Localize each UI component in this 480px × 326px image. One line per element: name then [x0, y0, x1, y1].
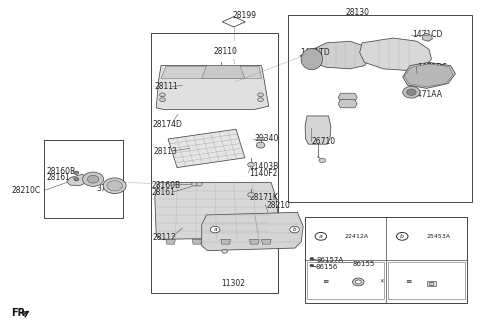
Circle shape — [159, 98, 165, 102]
Circle shape — [196, 182, 202, 186]
Polygon shape — [257, 137, 264, 140]
Polygon shape — [222, 17, 245, 27]
Polygon shape — [202, 66, 245, 79]
Text: ≡: ≡ — [406, 277, 412, 287]
Text: 28111: 28111 — [155, 82, 179, 91]
Text: 86155: 86155 — [352, 260, 375, 267]
Text: 1140F2: 1140F2 — [250, 169, 278, 178]
Polygon shape — [168, 129, 245, 168]
Circle shape — [403, 86, 420, 98]
Circle shape — [290, 226, 300, 233]
Text: a: a — [214, 227, 217, 232]
Bar — [307, 262, 384, 299]
Bar — [288, 15, 472, 202]
Polygon shape — [300, 41, 372, 69]
Circle shape — [74, 171, 79, 174]
Circle shape — [248, 193, 254, 197]
Text: 3750V: 3750V — [96, 185, 121, 193]
Text: 28161: 28161 — [152, 188, 176, 197]
Text: 28112: 28112 — [153, 233, 177, 242]
Text: 28130: 28130 — [345, 7, 369, 17]
Text: 1471TD: 1471TD — [300, 48, 330, 57]
Text: 1471AA: 1471AA — [412, 90, 442, 99]
Polygon shape — [161, 67, 262, 79]
Bar — [305, 216, 468, 303]
Circle shape — [258, 93, 264, 97]
Circle shape — [248, 162, 254, 167]
Text: ≡: ≡ — [322, 277, 329, 287]
Text: 25453A: 25453A — [426, 234, 450, 239]
Polygon shape — [305, 116, 331, 144]
Circle shape — [407, 89, 416, 96]
Polygon shape — [221, 239, 230, 244]
Text: 11403B: 11403B — [250, 162, 279, 171]
Polygon shape — [403, 62, 456, 88]
Circle shape — [222, 249, 228, 253]
Text: 28210: 28210 — [266, 201, 290, 210]
Circle shape — [258, 98, 264, 102]
Text: b: b — [293, 227, 296, 232]
Circle shape — [103, 178, 126, 194]
Circle shape — [192, 182, 197, 186]
Circle shape — [87, 175, 99, 183]
Circle shape — [310, 258, 314, 260]
Text: 28110: 28110 — [214, 47, 238, 55]
Polygon shape — [156, 66, 269, 110]
Bar — [427, 281, 436, 286]
Text: a: a — [319, 234, 323, 239]
Text: 86157A: 86157A — [317, 258, 344, 263]
Bar — [152, 33, 278, 293]
Polygon shape — [422, 33, 432, 41]
Text: 1471CD: 1471CD — [412, 30, 443, 39]
Circle shape — [107, 181, 122, 191]
Circle shape — [159, 93, 165, 97]
Text: 22412A: 22412A — [345, 234, 369, 239]
Text: 28210C: 28210C — [11, 186, 40, 195]
Text: 28161: 28161 — [46, 173, 70, 182]
Text: 28160B: 28160B — [46, 167, 75, 176]
Bar — [44, 140, 123, 218]
Text: FR: FR — [11, 308, 25, 318]
Text: 28113: 28113 — [154, 147, 178, 156]
Circle shape — [210, 226, 220, 233]
Text: 28199: 28199 — [233, 11, 257, 20]
Polygon shape — [67, 174, 88, 186]
Text: 28174D: 28174D — [153, 120, 183, 128]
Text: ⊡: ⊡ — [429, 282, 434, 287]
Polygon shape — [192, 239, 202, 244]
Polygon shape — [338, 93, 357, 101]
Circle shape — [256, 142, 265, 148]
Circle shape — [356, 280, 361, 284]
Text: 1471DS: 1471DS — [417, 63, 447, 72]
Bar — [388, 262, 465, 299]
Circle shape — [310, 264, 314, 267]
Text: 86156: 86156 — [315, 264, 337, 270]
Polygon shape — [166, 239, 175, 244]
Text: 28171K: 28171K — [250, 193, 278, 201]
Text: b: b — [400, 234, 404, 239]
Polygon shape — [250, 239, 259, 244]
Text: 11302: 11302 — [221, 279, 245, 288]
Polygon shape — [262, 239, 271, 244]
Circle shape — [353, 278, 364, 286]
Circle shape — [315, 232, 326, 240]
Ellipse shape — [301, 49, 323, 70]
Text: ✕: ✕ — [380, 279, 384, 285]
Text: 28160B: 28160B — [152, 181, 181, 190]
Circle shape — [319, 158, 325, 163]
Polygon shape — [404, 64, 453, 87]
Polygon shape — [338, 100, 357, 108]
Polygon shape — [155, 183, 278, 239]
Polygon shape — [202, 212, 303, 251]
Circle shape — [74, 178, 79, 181]
Circle shape — [396, 232, 408, 240]
Polygon shape — [360, 38, 432, 70]
Circle shape — [83, 172, 104, 186]
Text: 26710: 26710 — [312, 137, 336, 146]
Text: 39340: 39340 — [254, 134, 279, 143]
